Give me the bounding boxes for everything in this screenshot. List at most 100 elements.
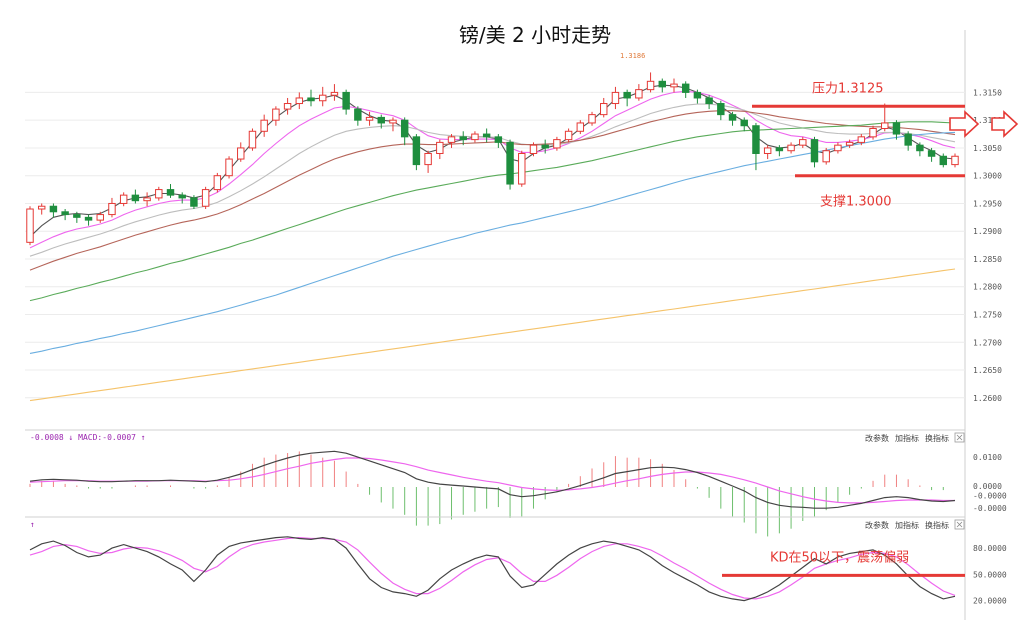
candle-body bbox=[307, 97, 315, 102]
candle-body bbox=[763, 147, 772, 154]
candle-body bbox=[529, 144, 538, 154]
ma-line-5 bbox=[29, 131, 956, 354]
candle-body bbox=[237, 147, 245, 160]
kd-d-line bbox=[29, 536, 956, 600]
ma-line-4 bbox=[29, 121, 956, 302]
resistance-label: 压力1.3125 bbox=[812, 81, 884, 96]
high-price-label: 1.3186 bbox=[620, 52, 645, 60]
ma-line-1 bbox=[29, 90, 956, 249]
macd-tick-label: -0.0000 bbox=[973, 504, 1007, 513]
candle-body bbox=[541, 144, 549, 149]
candle-body bbox=[61, 211, 69, 216]
candle-body bbox=[717, 103, 725, 116]
candle-body bbox=[693, 91, 702, 99]
y-tick-label: 1.2900 bbox=[973, 227, 1002, 236]
macd-close-icon[interactable] bbox=[954, 432, 965, 443]
candle-body bbox=[600, 103, 608, 116]
candle-body bbox=[951, 155, 959, 166]
kd-button[interactable]: 换指标 bbox=[925, 520, 949, 530]
candle-body bbox=[248, 130, 257, 149]
candle-body bbox=[213, 175, 222, 191]
y-tick-label: 1.3100 bbox=[973, 116, 1002, 125]
macd-button[interactable]: 换指标 bbox=[925, 433, 949, 443]
price-axis-ticks: 1.3150 1.3100 1.3050 1.3000 1.2950 1.2900 1.28… bbox=[973, 88, 1002, 402]
candle-body bbox=[646, 80, 655, 91]
candle-body bbox=[881, 122, 889, 130]
candle-body bbox=[799, 139, 807, 146]
candle-body bbox=[635, 89, 643, 99]
candle-body bbox=[400, 119, 409, 138]
candle-body bbox=[377, 116, 385, 124]
kd-header: ↑ bbox=[30, 520, 35, 529]
macd-tick-label: 0.0000 bbox=[973, 482, 1002, 491]
candle-body bbox=[342, 91, 350, 110]
candle-body bbox=[131, 194, 140, 202]
candle-body bbox=[576, 122, 585, 132]
y-tick-label: 1.3000 bbox=[973, 172, 1002, 181]
macd-tick-label: -0.0000 bbox=[973, 492, 1007, 501]
kd-annotation: KD在50以下，震荡偏弱 bbox=[722, 550, 965, 577]
kd-button[interactable]: 改参数 bbox=[865, 520, 889, 530]
candle-body bbox=[752, 125, 760, 154]
candle-body bbox=[201, 189, 210, 207]
ma-line-3 bbox=[29, 110, 956, 271]
macd-button[interactable]: 改参数 bbox=[865, 433, 889, 443]
candle-body bbox=[424, 152, 432, 166]
candle-body bbox=[272, 108, 280, 121]
candle-body bbox=[190, 197, 198, 207]
candle-body bbox=[553, 139, 561, 149]
candle-body bbox=[459, 136, 467, 141]
candle-body bbox=[471, 133, 479, 141]
y-tick-label: 1.2750 bbox=[973, 311, 1002, 320]
kd-k-line bbox=[29, 536, 956, 602]
kd-tick-label: 20.0000 bbox=[973, 597, 1007, 606]
candle-body bbox=[389, 119, 397, 124]
macd-dif-line bbox=[29, 450, 956, 509]
candle-body bbox=[822, 150, 830, 163]
candle-body bbox=[658, 80, 666, 88]
kd-buttons: 改参数 加指标 换指标 bbox=[865, 520, 949, 530]
kd-close-icon[interactable] bbox=[954, 519, 965, 530]
macd-tick-label: 0.0100 bbox=[973, 453, 1002, 462]
y-tick-label: 1.2850 bbox=[973, 255, 1002, 264]
price-gridlines bbox=[25, 30, 966, 620]
macd-histogram bbox=[29, 451, 944, 537]
candle-body bbox=[108, 202, 116, 216]
candle-body bbox=[96, 214, 104, 221]
candle-body bbox=[916, 144, 924, 152]
candle-body bbox=[927, 150, 936, 157]
macd-button[interactable]: 加指标 bbox=[895, 433, 919, 443]
candle-body bbox=[810, 139, 819, 163]
kd-button[interactable]: 加指标 bbox=[895, 520, 919, 530]
candle-body bbox=[37, 205, 46, 210]
candle-body bbox=[623, 91, 631, 99]
candle-body bbox=[775, 147, 784, 152]
candle-body bbox=[295, 97, 304, 105]
candle-body bbox=[260, 119, 268, 132]
candle-body bbox=[564, 130, 573, 141]
candle-body bbox=[518, 152, 526, 185]
candle-body bbox=[482, 133, 491, 138]
candle-body bbox=[681, 83, 690, 93]
macd-panel: -0.0008 ↓ MACD:-0.0007 ↑ 改参数 加指标 换指标 0.010… bbox=[25, 429, 1007, 537]
y-tick-label: 1.3150 bbox=[973, 88, 1002, 97]
candle-body bbox=[84, 216, 93, 221]
candle-body bbox=[494, 136, 503, 143]
kd-axis-ticks: 80.0000 50.0000 20.0000 bbox=[973, 544, 1007, 606]
candle-body bbox=[143, 197, 151, 202]
candle-body bbox=[705, 97, 713, 105]
kd-panel: ↑ 改参数 加指标 换指标 80.0000 50.0000 20.0000 KD在50以… bbox=[25, 516, 1007, 606]
macd-buttons: 改参数 加指标 换指标 bbox=[865, 433, 949, 443]
price-panel: 1.3150 1.3100 1.3050 1.3000 1.2950 1.2900 1.28… bbox=[25, 30, 1019, 620]
candle-body bbox=[365, 116, 374, 121]
price-annotations: 压力1.3125 支撑1.3000 bbox=[752, 81, 965, 210]
candle-body bbox=[869, 128, 877, 138]
candle-body bbox=[588, 114, 596, 124]
y-tick-label: 1.2600 bbox=[973, 394, 1002, 403]
candle-body bbox=[834, 144, 842, 152]
right-arrow-icon bbox=[949, 110, 1019, 138]
candle-body bbox=[447, 136, 456, 143]
candle-body bbox=[49, 205, 58, 213]
y-tick-label: 1.3050 bbox=[973, 144, 1002, 153]
